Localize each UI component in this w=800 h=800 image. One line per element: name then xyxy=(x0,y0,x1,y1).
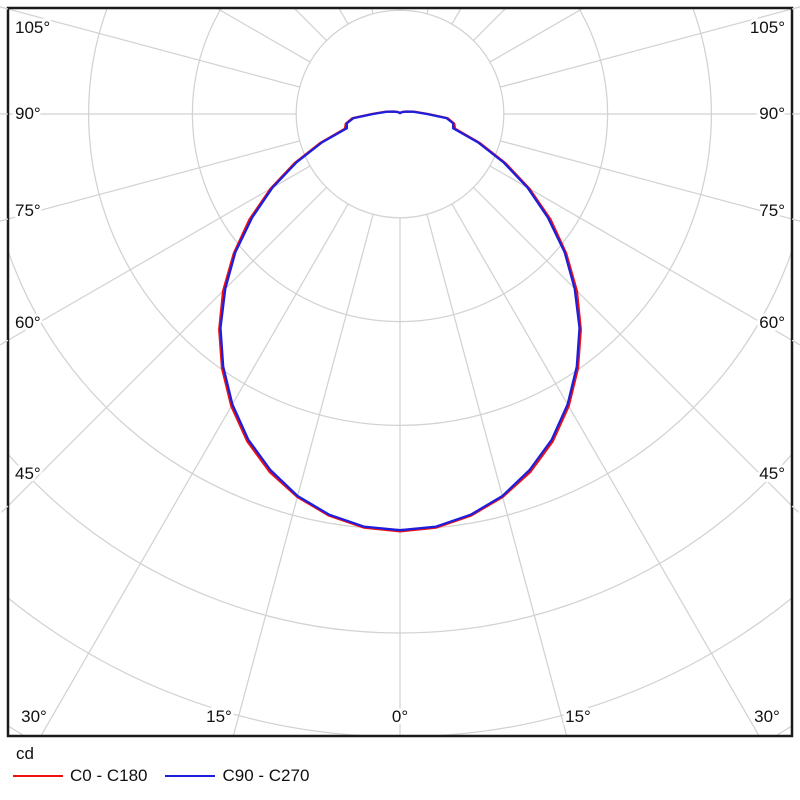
legend-label-c90-c270: C90 - C270 xyxy=(222,766,310,785)
axis-tick-45-left xyxy=(1,505,9,513)
legend-label-c0-c180: C0 - C180 xyxy=(70,766,148,785)
angle-label-15deg: 15° xyxy=(206,707,232,726)
grid-radial-30 xyxy=(451,203,760,736)
grid-radial-285 xyxy=(8,140,300,220)
angle-label-45deg: 45° xyxy=(15,464,41,483)
unit-label: cd xyxy=(16,744,34,763)
angle-label-60deg: 60° xyxy=(759,313,785,332)
grid-radial-45 xyxy=(472,186,792,507)
curve-c90-c270 xyxy=(219,110,581,532)
angle-label-60deg: 60° xyxy=(15,313,41,332)
angle-label-45deg: 45° xyxy=(759,464,785,483)
angle-label-105deg: 105° xyxy=(750,18,785,37)
grid-radial-60 xyxy=(489,165,792,342)
grid-radial-315 xyxy=(8,186,328,507)
legend-items: C0 - C180 C90 - C270 xyxy=(13,766,327,786)
grid-radial-15 xyxy=(426,214,568,736)
angle-label-90deg: 90° xyxy=(759,104,785,123)
grid-radial-75 xyxy=(500,140,792,220)
legend-swatch-c0-c180 xyxy=(13,775,63,777)
axis-tick-75-right xyxy=(791,218,800,222)
axis-tick-105-left xyxy=(0,6,9,10)
grid-radial-345 xyxy=(232,214,374,736)
angle-label-30deg: 30° xyxy=(21,707,47,726)
grid-radial-255 xyxy=(8,8,300,88)
axis-tick-105-right xyxy=(791,6,800,10)
legend: cd C0 - C180 C90 - C270 xyxy=(13,744,327,786)
angle-label-0deg: 0° xyxy=(392,707,408,726)
angle-label-75deg: 75° xyxy=(15,201,41,220)
axis-tick-60-left xyxy=(0,339,9,346)
angle-label-90deg: 90° xyxy=(15,104,41,123)
legend-swatch-c90-c270 xyxy=(165,775,216,777)
grid-radial-300 xyxy=(8,165,311,342)
angle-label-105deg: 105° xyxy=(15,18,50,37)
axis-tick-60-right xyxy=(791,339,800,346)
plot-border xyxy=(6,6,794,738)
axis-tick-75-left xyxy=(0,218,9,222)
grid-radial-330 xyxy=(40,203,349,736)
axis-tick-45-right xyxy=(791,505,799,513)
angle-label-30deg: 30° xyxy=(754,707,780,726)
angle-label-15deg: 15° xyxy=(565,707,591,726)
angle-label-75deg: 75° xyxy=(759,201,785,220)
grid-radial-105 xyxy=(500,8,792,88)
